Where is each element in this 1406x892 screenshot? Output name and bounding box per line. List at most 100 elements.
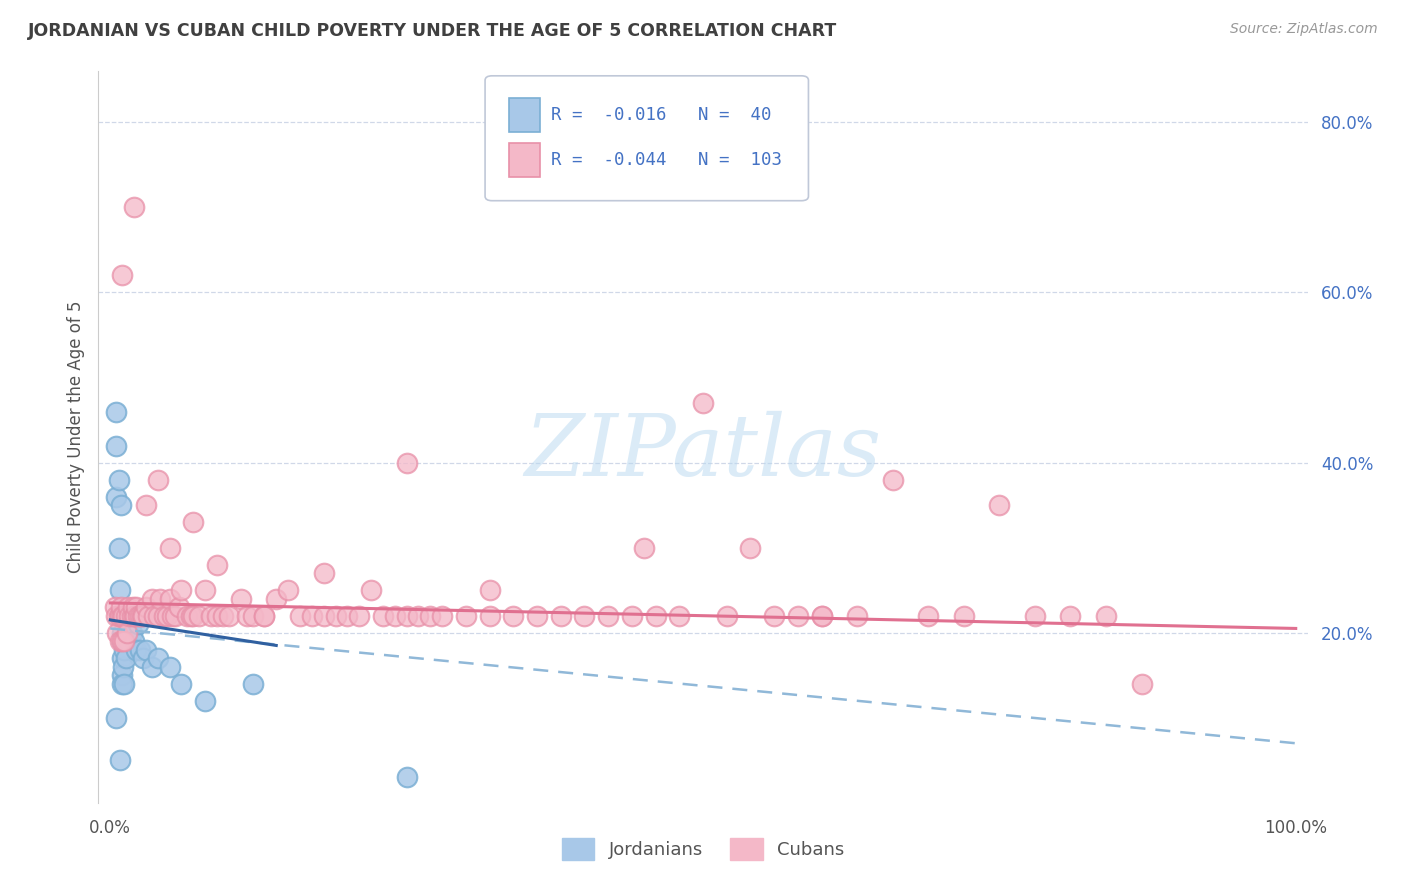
Point bbox=[105, 404, 128, 418]
Point bbox=[122, 608, 145, 623]
Point bbox=[107, 541, 129, 555]
Point bbox=[194, 583, 217, 598]
Text: R =  -0.016   N =  40: R = -0.016 N = 40 bbox=[551, 106, 772, 124]
Point bbox=[159, 541, 181, 555]
Point bbox=[132, 608, 155, 623]
Point bbox=[146, 608, 169, 623]
Y-axis label: Child Poverty Under the Age of 5: Child Poverty Under the Age of 5 bbox=[66, 301, 84, 574]
Point bbox=[110, 498, 132, 512]
Point bbox=[716, 608, 738, 623]
Point bbox=[122, 634, 145, 648]
Point bbox=[188, 608, 211, 623]
Point bbox=[235, 608, 257, 623]
Point bbox=[336, 608, 359, 623]
Point bbox=[360, 583, 382, 598]
Point bbox=[176, 608, 198, 623]
Point bbox=[141, 659, 163, 673]
Point bbox=[347, 608, 370, 623]
Point bbox=[218, 608, 240, 623]
Point bbox=[108, 753, 131, 767]
Point bbox=[156, 608, 179, 623]
Point bbox=[478, 608, 501, 623]
Point bbox=[312, 566, 335, 581]
Point bbox=[371, 608, 394, 623]
Point bbox=[810, 608, 832, 623]
Point bbox=[135, 642, 157, 657]
Point bbox=[111, 608, 134, 623]
Point bbox=[125, 642, 148, 657]
Point bbox=[159, 659, 181, 673]
Point bbox=[205, 608, 228, 623]
Point bbox=[135, 498, 157, 512]
Point bbox=[165, 608, 187, 623]
Point bbox=[312, 608, 335, 623]
Point bbox=[115, 617, 138, 632]
Point bbox=[160, 608, 183, 623]
Text: R =  -0.044   N =  103: R = -0.044 N = 103 bbox=[551, 151, 782, 169]
Point bbox=[200, 608, 222, 623]
Point bbox=[478, 583, 501, 598]
Point bbox=[121, 608, 143, 623]
Text: JORDANIAN VS CUBAN CHILD POVERTY UNDER THE AGE OF 5 CORRELATION CHART: JORDANIAN VS CUBAN CHILD POVERTY UNDER T… bbox=[28, 22, 838, 40]
Point bbox=[419, 608, 441, 623]
Point bbox=[115, 625, 138, 640]
Point bbox=[170, 677, 193, 691]
Point bbox=[114, 651, 136, 665]
Point bbox=[135, 600, 157, 615]
Point bbox=[114, 634, 136, 648]
Legend: Jordanians, Cubans: Jordanians, Cubans bbox=[554, 830, 852, 867]
Point bbox=[127, 608, 149, 623]
Point bbox=[124, 608, 146, 623]
Point bbox=[242, 608, 264, 623]
Point bbox=[112, 608, 135, 623]
Point bbox=[131, 608, 153, 623]
Point bbox=[786, 608, 808, 623]
Point bbox=[107, 473, 129, 487]
Point bbox=[264, 591, 287, 606]
Point bbox=[121, 600, 143, 615]
Text: ZIPatlas: ZIPatlas bbox=[524, 410, 882, 493]
Point bbox=[740, 541, 762, 555]
Point bbox=[408, 608, 430, 623]
Point bbox=[111, 625, 134, 640]
Point bbox=[598, 608, 620, 623]
Point bbox=[205, 558, 228, 572]
Point bbox=[118, 625, 141, 640]
Text: Source: ZipAtlas.com: Source: ZipAtlas.com bbox=[1230, 22, 1378, 37]
Point bbox=[129, 642, 152, 657]
Point bbox=[574, 608, 596, 623]
Point bbox=[111, 634, 134, 648]
Point bbox=[159, 591, 181, 606]
Point bbox=[1024, 608, 1046, 623]
Point bbox=[253, 608, 276, 623]
Point bbox=[105, 490, 128, 504]
Point bbox=[114, 634, 136, 648]
Point bbox=[395, 608, 418, 623]
Point bbox=[167, 600, 190, 615]
Point bbox=[152, 608, 174, 623]
Point bbox=[114, 634, 136, 648]
Point bbox=[104, 600, 127, 615]
Point bbox=[1095, 608, 1118, 623]
Point bbox=[141, 591, 163, 606]
Point bbox=[384, 608, 406, 623]
Point bbox=[149, 591, 172, 606]
Point bbox=[194, 694, 217, 708]
Point bbox=[117, 617, 139, 632]
Point bbox=[105, 625, 128, 640]
Point bbox=[146, 651, 169, 665]
Point bbox=[432, 608, 454, 623]
Point bbox=[301, 608, 323, 623]
Point bbox=[114, 677, 136, 691]
Point bbox=[325, 608, 347, 623]
Point bbox=[181, 608, 204, 623]
Point bbox=[952, 608, 974, 623]
Point bbox=[170, 583, 193, 598]
Point bbox=[395, 770, 418, 784]
Point bbox=[118, 608, 141, 623]
Point bbox=[550, 608, 572, 623]
Point bbox=[882, 473, 904, 487]
Point bbox=[1130, 677, 1153, 691]
Point bbox=[763, 608, 786, 623]
Point bbox=[105, 439, 128, 453]
